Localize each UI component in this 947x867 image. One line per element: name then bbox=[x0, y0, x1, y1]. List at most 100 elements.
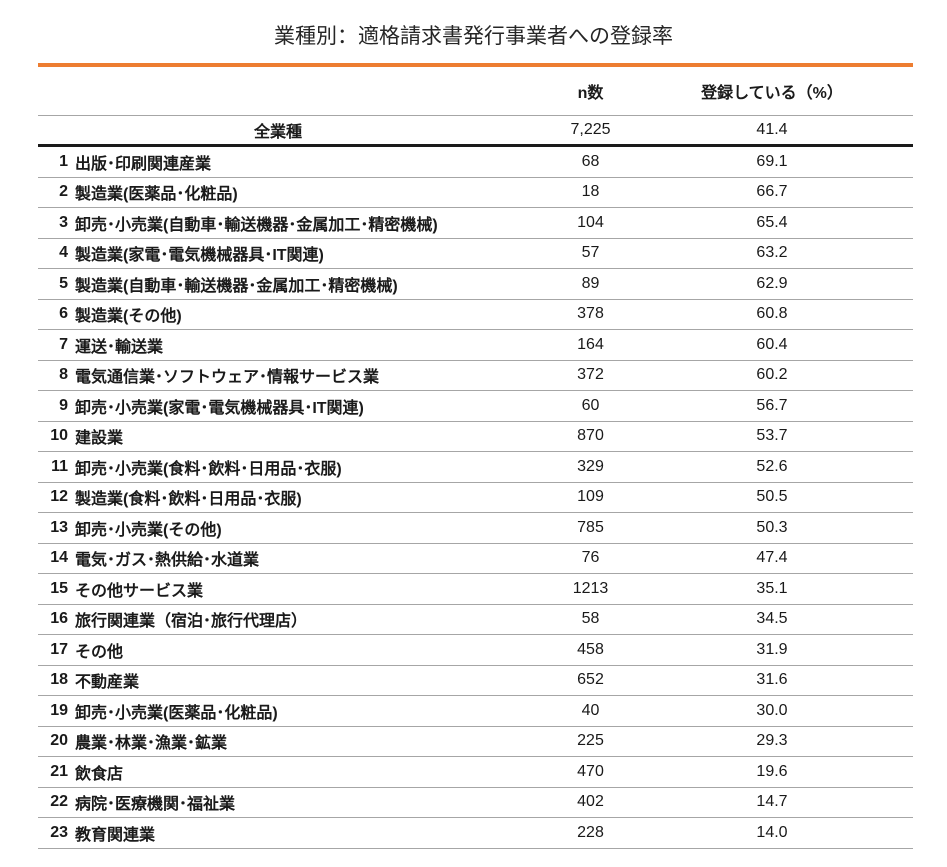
row-n-value: 785 bbox=[577, 518, 604, 536]
row-industry-name: 製造業(自動車･輸送機器･金属加工･精密機械) bbox=[75, 277, 398, 295]
row-n-value: 329 bbox=[577, 457, 604, 475]
table-row: 6 製造業(その他) 378 60.8 bbox=[38, 300, 913, 330]
row-n-value: 40 bbox=[581, 701, 600, 719]
row-pct-value: 53.7 bbox=[756, 427, 788, 445]
row-industry-name: 卸売･小売業(食料･飲料･日用品･衣服) bbox=[75, 460, 342, 478]
row-rank: 20 bbox=[50, 732, 68, 750]
table-row: 1 出版･印刷関連産業 68 69.1 bbox=[38, 147, 913, 178]
summary-row-all-industries: 全業種 7,225 41.4 bbox=[38, 116, 913, 147]
row-pct-value: 14.0 bbox=[756, 823, 788, 841]
row-n-value: 378 bbox=[577, 305, 604, 323]
row-industry-name: 製造業(その他) bbox=[75, 308, 182, 326]
row-industry-name: 製造業(食料･飲料･日用品･衣服) bbox=[75, 491, 302, 509]
row-industry-name: 卸売･小売業(家電･電気機械器具･IT関連) bbox=[75, 399, 364, 417]
row-industry-name: 建設業 bbox=[75, 430, 124, 448]
row-pct-value: 50.3 bbox=[756, 518, 788, 536]
row-rank: 21 bbox=[50, 762, 68, 780]
row-pct-value: 14.7 bbox=[756, 793, 788, 811]
row-rank: 15 bbox=[50, 579, 68, 597]
row-pct-value: 60.8 bbox=[756, 305, 788, 323]
row-industry-name: 教育関連業 bbox=[75, 826, 156, 844]
row-n-value: 458 bbox=[577, 640, 604, 658]
table-header-row: n数 登録している（%） bbox=[38, 67, 913, 116]
row-pct-value: 56.7 bbox=[756, 396, 788, 414]
row-rank: 17 bbox=[50, 640, 68, 658]
row-n-value: 164 bbox=[577, 335, 604, 353]
row-rank: 22 bbox=[50, 793, 68, 811]
row-industry-name: 電気･ガス･熱供給･水道業 bbox=[75, 552, 260, 570]
row-pct-value: 29.3 bbox=[756, 732, 788, 750]
row-pct-value: 65.4 bbox=[756, 213, 788, 231]
row-rank: 5 bbox=[59, 274, 68, 292]
row-industry-name: その他 bbox=[75, 643, 124, 661]
table-row: 16 旅行関連業（宿泊･旅行代理店） 58 34.5 bbox=[38, 605, 913, 635]
row-pct-value: 66.7 bbox=[756, 183, 788, 201]
table-row: 14 電気･ガス･熱供給･水道業 76 47.4 bbox=[38, 544, 913, 574]
row-n-value: 76 bbox=[581, 549, 600, 567]
row-industry-name: 卸売･小売業(医薬品･化粧品) bbox=[75, 704, 278, 722]
row-pct-value: 60.2 bbox=[756, 366, 788, 384]
table-row: 9 卸売･小売業(家電･電気機械器具･IT関連) 60 56.7 bbox=[38, 391, 913, 422]
row-pct-value: 52.6 bbox=[756, 457, 788, 475]
row-industry-name: 旅行関連業（宿泊･旅行代理店） bbox=[75, 613, 308, 631]
row-industry-name: 飲食店 bbox=[75, 765, 124, 783]
row-pct-value: 34.5 bbox=[756, 610, 788, 628]
header-registered-pct: 登録している（%） bbox=[701, 85, 843, 102]
row-rank: 11 bbox=[51, 457, 68, 475]
registration-rate-table: n数 登録している（%） 全業種 7,225 41.4 1 出版･印刷関連産業 … bbox=[38, 67, 913, 849]
table-row: 11 卸売･小売業(食料･飲料･日用品･衣服) 329 52.6 bbox=[38, 452, 913, 483]
row-pct-value: 62.9 bbox=[756, 274, 788, 292]
row-pct-value: 19.6 bbox=[756, 762, 788, 780]
row-n-value: 870 bbox=[577, 427, 604, 445]
row-industry-name: 病院･医療機関･福祉業 bbox=[75, 796, 236, 814]
table-row: 23 教育関連業 228 14.0 bbox=[38, 818, 913, 849]
row-n-value: 57 bbox=[581, 244, 600, 262]
header-n-count: n数 bbox=[577, 85, 604, 102]
row-pct-value: 50.5 bbox=[756, 488, 788, 506]
row-rank: 23 bbox=[50, 823, 68, 841]
table-row: 19 卸売･小売業(医薬品･化粧品) 40 30.0 bbox=[38, 696, 913, 727]
row-n-value: 109 bbox=[577, 488, 604, 506]
row-n-value: 372 bbox=[577, 366, 604, 384]
row-pct-value: 31.6 bbox=[756, 671, 788, 689]
row-n-value: 652 bbox=[577, 671, 604, 689]
table-row: 7 運送･輸送業 164 60.4 bbox=[38, 330, 913, 361]
row-industry-name: 卸売･小売業(自動車･輸送機器･金属加工･精密機械) bbox=[75, 216, 438, 234]
row-n-value: 104 bbox=[577, 213, 604, 231]
row-rank: 8 bbox=[59, 366, 68, 384]
table-row: 21 飲食店 470 19.6 bbox=[38, 757, 913, 788]
row-industry-name: 卸売･小売業(その他) bbox=[75, 521, 222, 539]
row-pct-value: 60.4 bbox=[756, 335, 788, 353]
row-n-value: 58 bbox=[581, 610, 600, 628]
row-pct-value: 63.2 bbox=[756, 244, 788, 262]
row-industry-name: 運送･輸送業 bbox=[75, 338, 164, 356]
row-rank: 16 bbox=[50, 610, 68, 628]
table-row: 13 卸売･小売業(その他) 785 50.3 bbox=[38, 513, 913, 544]
row-industry-name: 製造業(家電･電気機械器具･IT関連) bbox=[75, 247, 324, 265]
table-row: 18 不動産業 652 31.6 bbox=[38, 666, 913, 696]
row-pct-value: 30.0 bbox=[756, 701, 788, 719]
row-rank: 4 bbox=[59, 244, 68, 262]
row-rank: 13 bbox=[50, 518, 68, 536]
row-industry-name: 電気通信業･ソフトウェア･情報サービス業 bbox=[75, 369, 380, 387]
row-industry-name: 出版･印刷関連産業 bbox=[75, 155, 212, 173]
table-row: 5 製造業(自動車･輸送機器･金属加工･精密機械) 89 62.9 bbox=[38, 269, 913, 300]
summary-pct-value: 41.4 bbox=[756, 121, 788, 138]
row-rank: 9 bbox=[59, 396, 68, 414]
row-rank: 1 bbox=[59, 152, 68, 170]
table-row: 20 農業･林業･漁業･鉱業 225 29.3 bbox=[38, 727, 913, 757]
table-row: 15 その他サービス業 1213 35.1 bbox=[38, 574, 913, 605]
summary-n-value: 7,225 bbox=[570, 121, 611, 138]
row-rank: 2 bbox=[59, 183, 68, 201]
table-row: 17 その他 458 31.9 bbox=[38, 635, 913, 666]
row-rank: 18 bbox=[50, 671, 68, 689]
row-rank: 7 bbox=[59, 335, 68, 353]
row-n-value: 470 bbox=[577, 762, 604, 780]
table-row: 2 製造業(医薬品･化粧品) 18 66.7 bbox=[38, 178, 913, 208]
row-rank: 6 bbox=[59, 305, 68, 323]
row-pct-value: 31.9 bbox=[756, 640, 788, 658]
row-pct-value: 47.4 bbox=[756, 549, 788, 567]
row-n-value: 1213 bbox=[572, 579, 609, 597]
row-rank: 10 bbox=[50, 427, 68, 445]
